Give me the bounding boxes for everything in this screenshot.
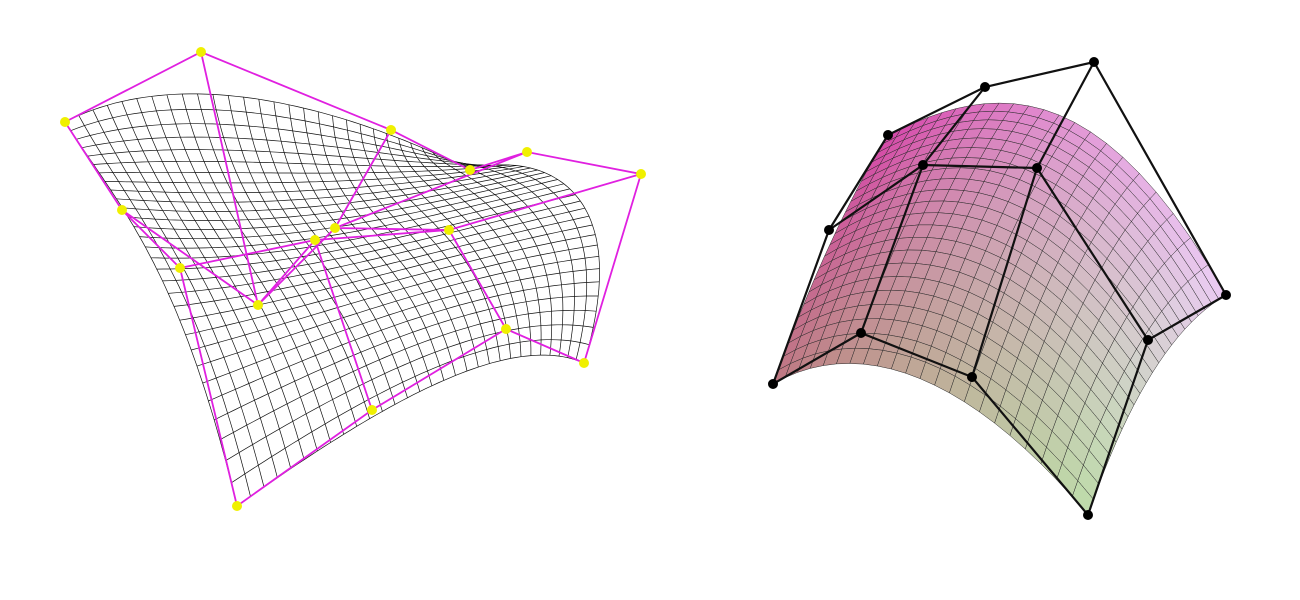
control-point bbox=[175, 263, 185, 273]
control-point bbox=[1143, 335, 1153, 345]
control-net-line bbox=[333, 129, 507, 330]
control-net-line bbox=[179, 173, 642, 269]
control-net-line bbox=[469, 151, 643, 364]
mesh-line bbox=[432, 152, 553, 356]
control-net-line bbox=[887, 60, 1227, 296]
control-net-line bbox=[121, 151, 528, 307]
mesh-line bbox=[214, 295, 599, 421]
control-point bbox=[636, 169, 646, 179]
control-point bbox=[117, 205, 127, 215]
wire-surface bbox=[60, 47, 646, 511]
control-net-line bbox=[772, 331, 1089, 516]
mesh-line bbox=[219, 309, 597, 441]
control-net-line bbox=[200, 51, 373, 411]
mesh-line bbox=[231, 339, 590, 484]
control-net-line bbox=[236, 327, 585, 507]
control-net-line bbox=[828, 163, 1149, 341]
mesh-line bbox=[236, 354, 585, 507]
control-point bbox=[367, 405, 377, 415]
control-point bbox=[918, 160, 928, 170]
control-point bbox=[330, 223, 340, 233]
control-point bbox=[1032, 163, 1042, 173]
control-point bbox=[1221, 290, 1231, 300]
control-point bbox=[1089, 57, 1099, 67]
control-point bbox=[824, 225, 834, 235]
control-point bbox=[501, 324, 511, 334]
control-point bbox=[386, 125, 396, 135]
control-point bbox=[253, 300, 263, 310]
shaded-surface bbox=[768, 57, 1231, 520]
control-point bbox=[967, 372, 977, 382]
control-point bbox=[196, 47, 206, 57]
control-point bbox=[1083, 510, 1093, 520]
mesh-line bbox=[452, 161, 575, 358]
control-point bbox=[856, 328, 866, 338]
control-point bbox=[465, 165, 475, 175]
mesh-line bbox=[469, 164, 600, 364]
control-net-line bbox=[64, 51, 471, 171]
control-point bbox=[768, 379, 778, 389]
control-point bbox=[60, 117, 70, 127]
control-net-line bbox=[64, 121, 238, 507]
control-point bbox=[232, 501, 242, 511]
control-point bbox=[310, 235, 320, 245]
control-point bbox=[579, 358, 589, 368]
mesh-line bbox=[225, 324, 594, 462]
mesh-line bbox=[421, 147, 542, 356]
control-point bbox=[444, 225, 454, 235]
control-point bbox=[522, 147, 532, 157]
control-point bbox=[883, 130, 893, 140]
control-point bbox=[980, 82, 990, 92]
